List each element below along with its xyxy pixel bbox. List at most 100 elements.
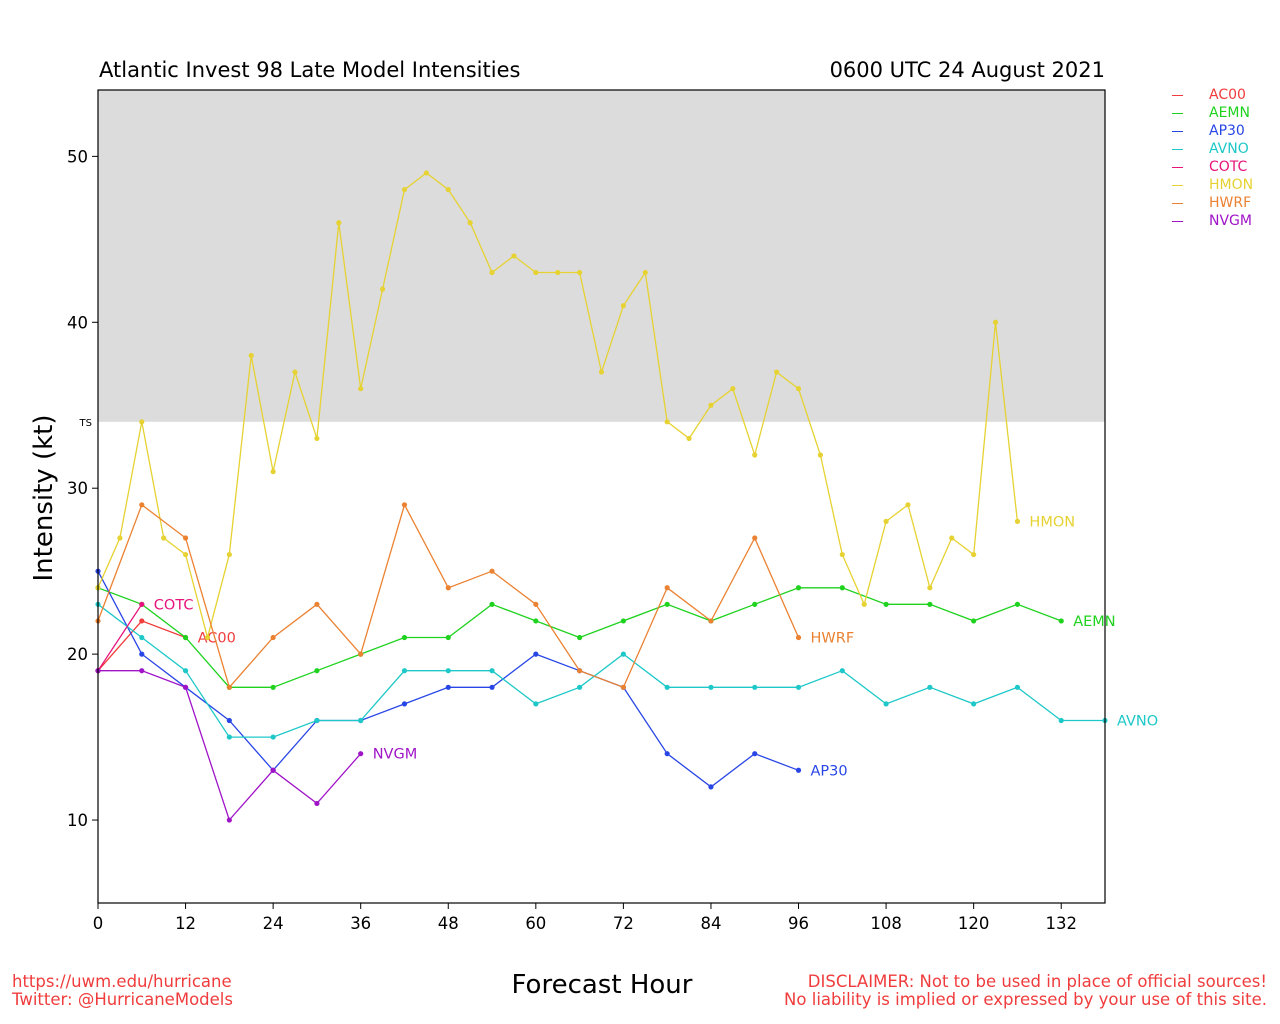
data-point-avno [752, 684, 758, 690]
data-point-ap30 [139, 651, 145, 657]
data-point-aemn [795, 585, 802, 591]
data-point-hmon [905, 502, 911, 508]
data-point-avno [620, 651, 626, 657]
data-point-hmon [139, 419, 145, 425]
data-point-hwrf [445, 585, 451, 591]
x-tick-label: 132 [1045, 914, 1077, 933]
x-tick-label: 84 [700, 914, 721, 933]
data-point-ap30 [708, 784, 714, 790]
x-tick-label: 0 [93, 914, 104, 933]
data-point-avno [577, 684, 583, 690]
data-point-avno [1058, 717, 1064, 724]
data-point-avno [139, 634, 145, 641]
x-tick-label: 48 [438, 914, 459, 933]
data-point-hwrf [533, 601, 539, 607]
data-point-hmon [423, 170, 429, 176]
ts-threshold-label: TS [79, 418, 92, 429]
data-point-aemn [401, 634, 408, 641]
series-label-aemn: AEMN [1073, 614, 1115, 630]
data-point-avno [533, 701, 539, 707]
data-point-hwrf [752, 535, 758, 541]
data-point-cotc [139, 601, 145, 607]
data-point-hmon [839, 551, 845, 558]
data-point-aemn [620, 618, 626, 624]
data-point-aemn [182, 634, 189, 641]
data-point-aemn [1014, 601, 1021, 607]
x-tick-label: 12 [175, 914, 196, 933]
data-point-hwrf [226, 684, 232, 690]
data-point-hmon [511, 253, 517, 259]
x-tick-label: 108 [870, 914, 902, 933]
data-point-nvgm [358, 751, 364, 757]
data-point-nvgm [139, 668, 145, 674]
data-point-hmon [358, 386, 364, 392]
data-point-aemn [577, 634, 583, 641]
y-tick-label: 30 [67, 479, 88, 498]
disclaimer-line-1: DISCLAIMER: Not to be used in place of o… [807, 972, 1267, 991]
legend-label-nvgm: NVGM [1209, 213, 1252, 229]
data-point-ap30 [489, 684, 495, 690]
x-axis-label: Forecast Hour [511, 970, 693, 1000]
legend-item-hwrf: HWRF [1172, 194, 1253, 212]
data-point-avno [839, 668, 845, 674]
data-point-hmon [971, 551, 977, 558]
data-point-aemn [927, 601, 933, 607]
data-point-ap30 [664, 751, 670, 757]
y-tick-label: 40 [67, 313, 88, 332]
data-point-avno [358, 717, 364, 724]
data-point-hwrf [270, 634, 276, 641]
disclaimer-line-2: No liability is implied or expressed by … [784, 990, 1267, 1009]
data-point-avno [226, 734, 232, 740]
data-point-avno [445, 668, 451, 674]
legend-label-hwrf: HWRF [1209, 195, 1252, 211]
data-point-hmon [270, 469, 276, 475]
series-line-nvgm [98, 670, 362, 822]
y-tick-label: 20 [67, 645, 88, 664]
data-point-hmon [795, 386, 802, 392]
data-point-hmon [992, 319, 999, 325]
x-tick-label: 36 [350, 914, 371, 933]
data-point-hmon [248, 352, 254, 359]
chart-date: 0600 UTC 24 August 2021 [829, 58, 1105, 82]
footer-twitter-link[interactable]: Twitter: @HurricaneModels [12, 990, 233, 1009]
x-tick-label: 72 [613, 914, 634, 933]
data-point-aemn [883, 601, 889, 607]
data-point-ap30 [533, 651, 539, 657]
y-axis-label: Intensity (kt) [29, 414, 59, 582]
footer-url-link[interactable]: https://uwm.edu/hurricane [12, 972, 232, 991]
data-point-hwrf [664, 585, 670, 591]
legend-item-avno: AVNO [1172, 140, 1253, 158]
series-label-ap30: AP30 [811, 763, 848, 779]
series-label-hmon: HMON [1029, 514, 1075, 530]
data-point-hwrf [139, 502, 145, 508]
data-point-nvgm [226, 817, 232, 823]
data-point-avno [314, 717, 320, 724]
data-point-hwrf [577, 668, 583, 674]
legend-label-avno: AVNO [1209, 141, 1249, 157]
data-point-hmon [555, 269, 561, 276]
data-point-aemn [971, 618, 977, 624]
data-point-aemn [445, 634, 451, 641]
legend-item-cotc: COTC [1172, 158, 1253, 176]
data-point-aemn [839, 585, 845, 591]
data-point-hmon [445, 186, 451, 193]
data-point-avno [401, 668, 408, 674]
legend-swatch-cotc [1172, 166, 1183, 168]
data-point-hmon [204, 634, 211, 641]
data-point-hmon [401, 186, 408, 193]
ts-shaded-region [98, 90, 1105, 422]
data-point-aemn [1058, 618, 1064, 624]
legend-swatch-hmon [1172, 184, 1183, 186]
series-label-cotc: COTC [154, 597, 194, 613]
data-point-nvgm [182, 684, 189, 690]
legend-swatch-nvgm [1172, 220, 1183, 222]
data-point-hmon [730, 386, 736, 392]
data-point-hmon [664, 419, 670, 425]
legend: AC00 AEMN AP30 AVNO COTC HMON HWRF NVGM [1172, 86, 1253, 230]
data-point-hmon [226, 551, 232, 558]
data-point-hwrf [795, 634, 802, 641]
data-point-avno [182, 668, 189, 674]
data-point-hwrf [620, 684, 626, 690]
